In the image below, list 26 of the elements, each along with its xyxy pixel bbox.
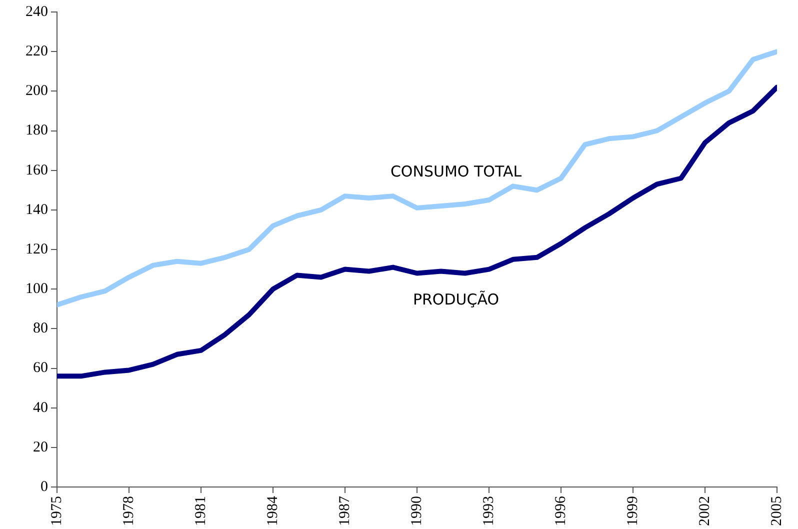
y-tick-label: 160 [26,162,48,178]
y-tick-label: 20 [33,439,48,456]
y-tick-label: 40 [33,400,48,416]
y-tick-label: 60 [33,360,48,376]
y-tick-label: 100 [26,281,48,298]
x-tick-label: 2005 [768,496,785,526]
x-tick-label: 1978 [120,496,137,526]
y-tick-label: 180 [26,122,48,139]
y-tick-label: 120 [26,241,48,258]
x-tick-label: 1999 [624,496,641,526]
x-tick-label: 2002 [696,496,713,526]
y-tick-label: 140 [26,202,48,218]
series-label: PRODUÇÃO [412,290,500,309]
y-tick-label: 220 [26,44,48,60]
x-tick-label: 1975 [48,496,65,526]
x-tick-label: 1996 [552,496,569,526]
y-tick-label: 240 [26,4,48,20]
x-tick-label: 1981 [192,496,209,526]
y-tick-label: 200 [26,83,48,100]
x-tick-label: 1993 [480,496,497,526]
series-label: CONSUMO TOTAL [390,162,522,180]
y-tick-label: 0 [40,478,48,495]
y-tick-label: 80 [33,320,48,337]
x-tick-label: 1990 [408,496,425,526]
x-tick-label: 1984 [264,496,281,526]
x-tick-label: 1987 [336,496,353,526]
